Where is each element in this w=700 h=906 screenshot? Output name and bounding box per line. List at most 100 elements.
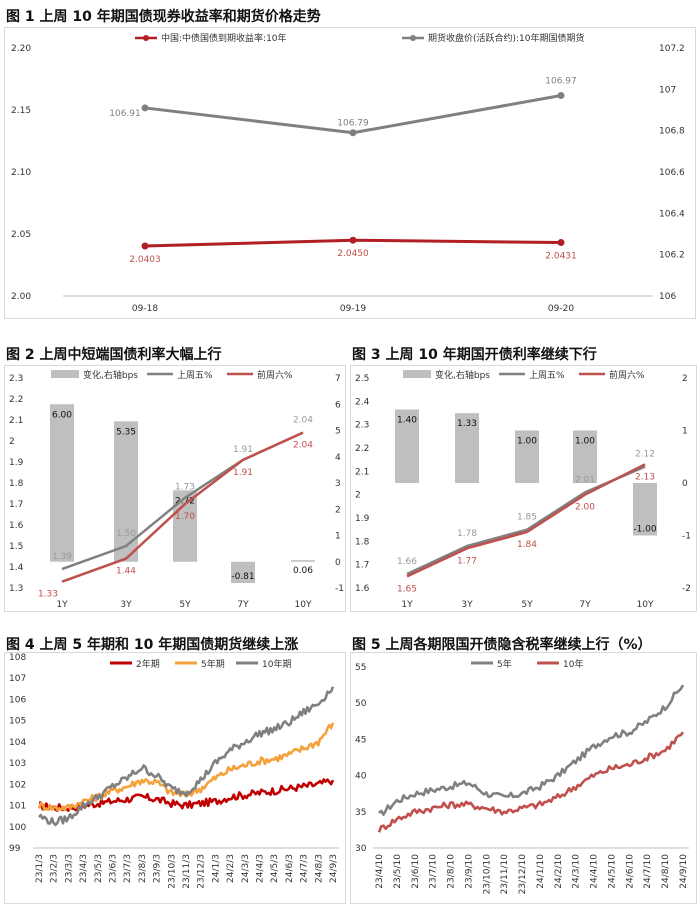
fig2-bar [50, 404, 74, 562]
fig4-x-tick: 24/4/3 [256, 854, 266, 883]
fig2-line-label: 1.39 [52, 552, 72, 562]
fig2-yright-tick: 0 [335, 558, 341, 568]
fig3-bar [395, 409, 419, 483]
fig5-x-tick: 23/5/10 [393, 854, 403, 889]
fig1-panel: 2.00 2.05 2.10 2.15 2.20 106 106.2 106.4 106.6 10… [4, 27, 696, 319]
fig1-data-label: 106.97 [545, 77, 577, 87]
fig2-line-label: 1.70 [175, 512, 195, 522]
fig3-line-label: 2.13 [635, 472, 655, 482]
fig3-line-label: 1.77 [457, 556, 477, 566]
fig2-yleft-tick: 1.9 [9, 458, 24, 468]
fig3-yleft-tick: 2.3 [355, 421, 369, 431]
fig3-line-label: 1.85 [517, 513, 537, 523]
fig2-yright-tick: 6 [335, 400, 341, 410]
fig3-bar [455, 413, 479, 483]
fig2-bar [173, 490, 197, 562]
fig5-x-tick: 23/10/10 [482, 854, 492, 895]
fig3-line-label: 1.84 [517, 540, 537, 550]
fig2-panel: 1.3 1.4 1.5 1.6 1.7 1.8 1.9 2 2.1 2.2 2.3 -1 0 1 2 3 4 5 6… [4, 365, 346, 612]
fig3-x-tick: 1Y [401, 600, 413, 610]
fig1-point [349, 236, 357, 244]
fig2-yleft-tick: 2.1 [9, 416, 23, 426]
fig1-x-tick: 09-19 [340, 304, 366, 314]
fig4-yleft-tick: 101 [9, 802, 26, 812]
fig4-x-tick: 24/6/3 [285, 854, 295, 883]
fig5-chart: 30 35 40 45 50 55 23/4/10 23/5/10 23/6/10 23/7/10… [355, 658, 689, 895]
fig1-yleft-tick: 2.00 [11, 292, 31, 302]
fig2-x-tick: 10Y [295, 600, 312, 610]
fig4-x-tick: 24/3/3 [241, 854, 251, 883]
fig5-panel: 30 35 40 45 50 55 23/4/10 23/5/10 23/6/10 23/7/10… [350, 652, 697, 904]
fig1-legend-marker [143, 35, 149, 41]
fig3-line-label: 1.65 [397, 584, 417, 594]
fig4-x-tick: 24/1/3 [211, 854, 221, 883]
fig5-x-tick: 23/6/10 [411, 854, 421, 889]
fig3-yleft-tick: 2.1 [355, 467, 369, 477]
fig4-x-tick: 24/8/3 [314, 854, 324, 883]
fig4-legend-label: 2年期 [136, 658, 160, 670]
fig5-x-tick: 23/8/10 [447, 854, 457, 889]
fig2-yright-tick: 2 [335, 505, 341, 515]
fig5-x-tick: 24/1/10 [536, 854, 546, 889]
fig2-legend-label: 上周五% [177, 370, 213, 381]
fig3-bar [573, 430, 597, 483]
fig1-yright-tick: 107 [659, 85, 676, 95]
fig2-line-label: 1.50 [116, 529, 136, 539]
fig4-x-tick: 24/5/3 [270, 854, 280, 883]
fig1-chart: 2.00 2.05 2.10 2.15 2.20 106 106.2 106.4 106.6 10… [11, 32, 685, 314]
fig4-x-tick: 24/9/3 [329, 854, 339, 883]
fig3-line-label: 2.01 [575, 475, 595, 485]
fig2-yleft-tick: 1.8 [9, 479, 24, 489]
fig1-data-label: 2.0450 [337, 249, 369, 259]
fig2-line-label: 1.44 [116, 567, 136, 577]
fig2-chart: 1.3 1.4 1.5 1.6 1.7 1.8 1.9 2 2.1 2.2 2.3 -1 0 1 2 3 4 5 6… [9, 369, 344, 610]
fig1-data-label: 106.79 [337, 119, 369, 129]
fig1-title: 图 1 上周 10 年期国债现券收益率和期货价格走势 [6, 9, 321, 25]
fig3-yleft-tick: 2.2 [355, 444, 369, 454]
fig3-yleft-tick: 2 [355, 491, 361, 501]
fig3-bar-label: 1.00 [517, 437, 537, 447]
fig2-yright-tick: 4 [335, 453, 341, 463]
fig2-line-label: 1.73 [175, 483, 195, 493]
fig3-bar-label: 1.00 [575, 437, 595, 447]
fig3-yleft-tick: 2.4 [355, 397, 370, 407]
fig3-legend-bar-label: 变化,右轴bps [435, 369, 490, 381]
fig2-yleft-tick: 2 [9, 437, 15, 447]
fig4-x-tick: 23/5/3 [94, 854, 104, 883]
fig2-bar-label: 2.72 [175, 496, 195, 506]
fig2-bar [291, 560, 315, 562]
fig4-yleft-tick: 102 [9, 780, 26, 790]
fig4-x-tick: 23/3/3 [64, 854, 74, 883]
fig3-line-label: 1.78 [457, 529, 477, 539]
fig4-x-tick: 23/2/3 [50, 854, 60, 883]
fig2-yright-tick: 1 [335, 532, 341, 542]
fig2-yleft-tick: 1.6 [9, 521, 24, 531]
fig3-yleft-tick: 1.8 [355, 537, 370, 547]
fig2-x-tick: 1Y [56, 600, 68, 610]
fig2-series-line [61, 431, 304, 583]
fig1-yright-tick: 106.4 [659, 209, 685, 219]
fig2-title: 图 2 上周中短端国债利率大幅上行 [6, 347, 222, 363]
fig3-chart: 1.6 1.7 1.8 1.9 2 2.1 2.2 2.3 2.4 2.5 -2 -1 0 1 2 1Y 3Y 5… [355, 369, 691, 610]
fig4-x-tick: 23/12/3 [197, 854, 207, 889]
fig4-yleft-tick: 105 [9, 717, 26, 727]
fig5-x-tick: 24/6/10 [625, 854, 635, 889]
fig3-yright-tick: 0 [682, 479, 688, 489]
fig2-bar-label: 5.35 [116, 427, 136, 437]
fig2-legend-label: 前周六% [257, 369, 293, 381]
fig1-legend-label: 期货收盘价(活跃合约):10年期国债期货 [428, 32, 585, 44]
fig1-point [557, 239, 565, 247]
fig2-bar-label: 0.06 [293, 566, 313, 576]
fig3-line-label: 2.00 [575, 503, 595, 513]
fig4-panel: 99 100 101 102 103 104 105 106 107 108 23/1/3 23/2/… [4, 652, 346, 904]
fig5-yleft-tick: 35 [355, 808, 366, 818]
fig5-x-tick: 24/8/10 [661, 854, 671, 889]
fig5-yleft-tick: 30 [355, 844, 367, 854]
fig4-x-tick: 23/6/3 [109, 854, 119, 883]
fig1-data-label: 2.0431 [545, 252, 577, 262]
fig3-yright-tick: -1 [682, 532, 691, 542]
fig4-x-tick: 23/4/3 [79, 854, 89, 883]
fig2-line-label: 2.04 [293, 441, 313, 451]
fig5-yleft-tick: 50 [355, 699, 367, 709]
fig1-yleft-tick: 2.10 [11, 168, 31, 178]
